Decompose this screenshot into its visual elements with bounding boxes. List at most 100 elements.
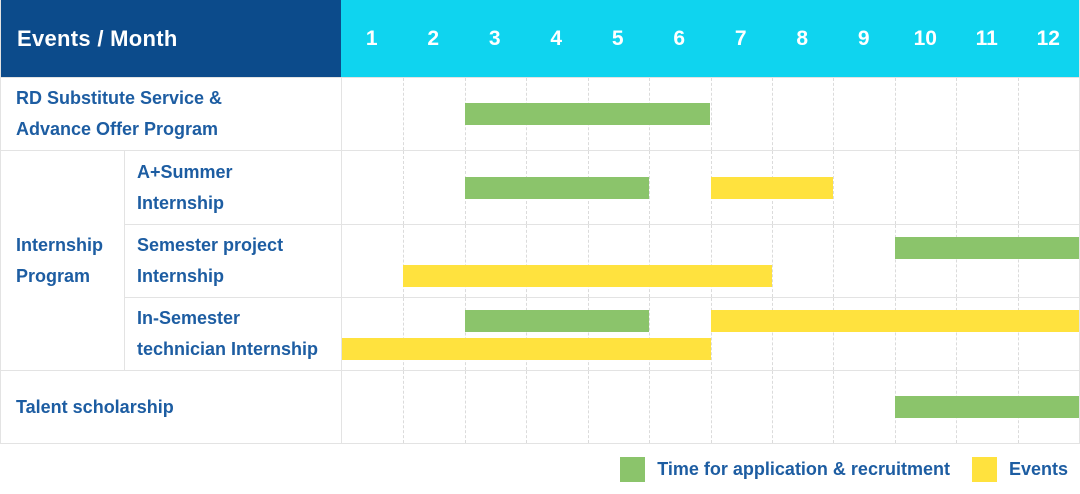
row-label-line: technician Internship: [137, 339, 319, 359]
month-gridline: [649, 371, 651, 443]
month-header-cell: 6: [673, 26, 686, 50]
month-gridline: [833, 225, 835, 297]
month-header-cell: 7: [734, 26, 747, 50]
table-row: Talent scholarship: [1, 370, 1079, 443]
month-gridline: [894, 298, 896, 370]
month-gridline: [403, 371, 405, 443]
month-gridline: [956, 151, 958, 224]
month-gridline: [464, 298, 466, 370]
month-gridline: [710, 225, 712, 297]
month-gridline: [894, 78, 896, 150]
row-chart-area: [341, 371, 1079, 443]
row-label-line: Advance Offer Program: [16, 119, 219, 139]
month-gridline: [771, 298, 773, 370]
month-gridline: [833, 78, 835, 150]
legend: Time for application & recruitment Events: [0, 444, 1080, 494]
month-gridline: [526, 225, 528, 297]
month-gridline: [956, 225, 958, 297]
month-header-cell: 2: [427, 26, 440, 50]
month-header-cell: 12: [1036, 26, 1060, 50]
row-label-line: In-Semester: [137, 308, 241, 328]
row-chart-area: [341, 225, 1079, 297]
month-gridline: [1017, 78, 1019, 150]
row-label: Talent scholarship: [1, 371, 341, 443]
table-row: A+Summer Internship: [125, 151, 1079, 224]
month-gridline: [587, 298, 589, 370]
month-header-cell: 5: [611, 26, 624, 50]
month-gridline: [649, 225, 651, 297]
legend-swatch-application: [620, 456, 646, 482]
month-gridline: [833, 151, 835, 224]
month-gridline: [464, 371, 466, 443]
gantt-bar-event: [342, 338, 711, 360]
row-chart-area: [341, 78, 1079, 150]
legend-item-application: Time for application & recruitment: [620, 456, 950, 482]
row-label-line: Program: [16, 265, 91, 286]
month-gridline: [833, 298, 835, 370]
gantt-bar-application: [464, 103, 711, 125]
gantt-bar-application: [894, 396, 1079, 418]
month-gridline: [403, 78, 405, 150]
month-header-cell: 3: [488, 26, 501, 50]
month-gridline: [956, 78, 958, 150]
gantt-bar-event: [403, 265, 772, 287]
gantt-bar-application: [894, 237, 1079, 259]
gantt-bar-application: [464, 310, 650, 332]
month-gridline: [1017, 151, 1019, 224]
row-label-line: Internship: [137, 192, 225, 213]
row-label-line: Semester project: [137, 235, 284, 255]
row-label-line: Internship: [16, 234, 104, 255]
table-header-row: Events / Month 1 2 3 4 5 6 7 8 9 10 11 12: [1, 0, 1079, 77]
row-label-line: A+Summer: [137, 161, 233, 182]
month-gridline: [403, 298, 405, 370]
row-label-line: RD Substitute Service &: [16, 88, 223, 108]
row-label: In-Semester technician Internship: [125, 298, 341, 370]
month-gridline: [710, 78, 712, 150]
row-label-line: Internship: [137, 266, 225, 286]
table-header-title: Events / Month: [1, 0, 341, 77]
row-label: RD Substitute Service & Advance Offer Pro…: [1, 78, 341, 150]
month-gridline: [894, 225, 896, 297]
month-gridline: [771, 225, 773, 297]
table-row: RD Substitute Service & Advance Offer Pro…: [1, 77, 1079, 150]
month-gridline: [649, 151, 651, 224]
month-gridline: [587, 225, 589, 297]
month-gridline: [403, 225, 405, 297]
group-rows: A+Summer Internship Semester project Intern…: [125, 151, 1079, 370]
gantt-bar-event: [710, 310, 1079, 332]
month-header-cell: 4: [550, 26, 563, 50]
month-gridline: [894, 151, 896, 224]
month-gridline: [587, 371, 589, 443]
table-group-row: Internship Program A+Summer Internship Semes…: [1, 150, 1079, 370]
schedule-table: Events / Month 1 2 3 4 5 6 7 8 9 10 11 12 RD Substi…: [0, 0, 1080, 444]
row-chart-area: [341, 298, 1079, 370]
table-row: Semester project Internship: [125, 224, 1079, 297]
month-gridline: [403, 151, 405, 224]
month-gridline: [526, 371, 528, 443]
month-gridline: [833, 371, 835, 443]
group-label: Internship Program: [1, 151, 125, 370]
month-header-row: 1 2 3 4 5 6 7 8 9 10 11 12: [341, 0, 1079, 77]
month-header-cell: 11: [975, 26, 998, 50]
month-header-cell: 1: [365, 26, 378, 50]
legend-swatch-event: [971, 456, 997, 482]
month-header-cell: 8: [796, 26, 809, 50]
month-gridline: [771, 78, 773, 150]
row-label-line: Talent scholarship: [16, 396, 174, 417]
month-gridline: [710, 371, 712, 443]
month-gridline: [464, 225, 466, 297]
gantt-bar-event: [710, 176, 834, 199]
month-gridline: [710, 298, 712, 370]
row-label: A+Summer Internship: [125, 151, 341, 224]
table-body: RD Substitute Service & Advance Offer Pro…: [1, 77, 1079, 443]
legend-label-event: Events: [1008, 458, 1068, 479]
row-label: Semester project Internship: [125, 225, 341, 297]
legend-label-application: Time for application & recruitment: [657, 458, 950, 479]
gantt-bar-application: [464, 176, 650, 199]
month-gridline: [1017, 225, 1019, 297]
month-gridline: [649, 298, 651, 370]
month-gridline: [526, 298, 528, 370]
month-gridline: [956, 298, 958, 370]
month-gridline: [1017, 298, 1019, 370]
